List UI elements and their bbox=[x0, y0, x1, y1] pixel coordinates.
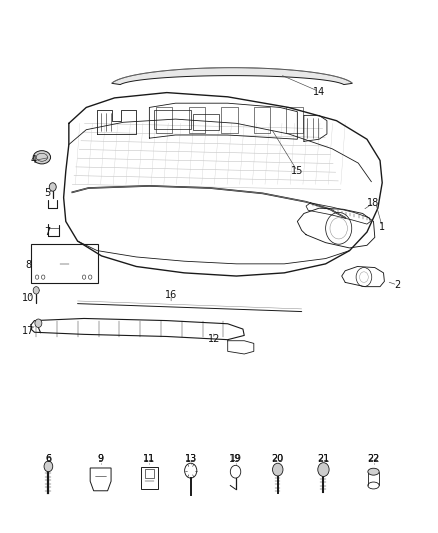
Text: 4: 4 bbox=[31, 156, 37, 165]
Circle shape bbox=[44, 461, 53, 472]
Text: 19: 19 bbox=[230, 454, 242, 464]
Bar bbox=[188, 108, 205, 133]
Text: 8: 8 bbox=[25, 260, 32, 270]
Text: 16: 16 bbox=[165, 289, 177, 300]
Text: 6: 6 bbox=[45, 454, 51, 464]
Bar bbox=[154, 110, 191, 128]
Text: 13: 13 bbox=[184, 454, 197, 464]
Text: 17: 17 bbox=[22, 326, 35, 336]
Text: 21: 21 bbox=[317, 454, 330, 464]
Bar bbox=[156, 108, 173, 133]
Bar bbox=[145, 469, 154, 478]
Text: 1: 1 bbox=[379, 222, 385, 232]
Text: 13: 13 bbox=[185, 454, 197, 463]
Circle shape bbox=[49, 183, 56, 191]
Text: 18: 18 bbox=[367, 198, 380, 208]
Text: 22: 22 bbox=[367, 454, 380, 464]
Text: 6: 6 bbox=[46, 454, 51, 463]
Text: 11: 11 bbox=[143, 454, 155, 464]
Polygon shape bbox=[112, 68, 353, 85]
Circle shape bbox=[272, 463, 283, 476]
Text: 11: 11 bbox=[143, 454, 155, 463]
Text: 14: 14 bbox=[313, 86, 325, 96]
Circle shape bbox=[35, 319, 42, 327]
Circle shape bbox=[33, 287, 39, 294]
Text: 9: 9 bbox=[98, 454, 104, 463]
Text: 20: 20 bbox=[272, 454, 284, 464]
Ellipse shape bbox=[368, 469, 379, 475]
Text: 20: 20 bbox=[272, 454, 284, 463]
Text: 22: 22 bbox=[367, 454, 379, 463]
Bar bbox=[221, 108, 238, 133]
Circle shape bbox=[318, 463, 329, 477]
Bar bbox=[31, 244, 99, 284]
Text: 10: 10 bbox=[22, 293, 35, 303]
Bar bbox=[193, 114, 219, 130]
Ellipse shape bbox=[33, 151, 50, 164]
Text: 19: 19 bbox=[230, 454, 241, 463]
Text: 5: 5 bbox=[44, 188, 50, 198]
Text: 21: 21 bbox=[318, 454, 329, 463]
Text: 12: 12 bbox=[208, 334, 220, 344]
Text: 9: 9 bbox=[98, 454, 104, 464]
Bar bbox=[141, 467, 158, 489]
Text: 7: 7 bbox=[44, 227, 50, 237]
Bar bbox=[254, 108, 270, 133]
Text: 2: 2 bbox=[394, 280, 401, 290]
Bar bbox=[286, 108, 303, 133]
Text: 15: 15 bbox=[291, 166, 304, 176]
